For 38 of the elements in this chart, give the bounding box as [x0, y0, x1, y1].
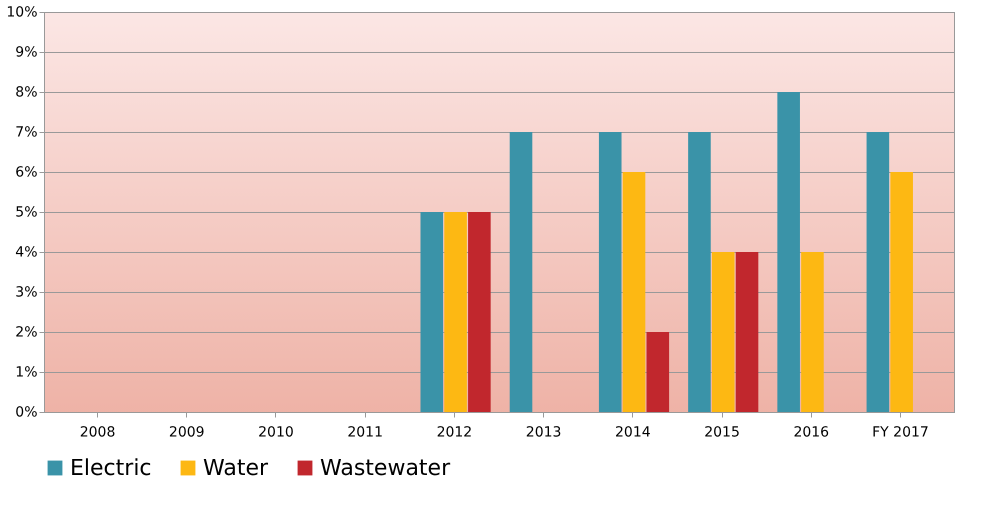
bar — [468, 212, 491, 412]
y-tick-label: 1% — [15, 364, 38, 380]
legend-label: Water — [203, 456, 269, 481]
x-tick-label: 2013 — [526, 424, 562, 440]
y-tick-label: 0% — [15, 404, 38, 420]
bar — [646, 332, 670, 412]
bar — [444, 212, 467, 412]
y-tick-label: 7% — [15, 124, 38, 140]
bar — [510, 132, 532, 412]
bar — [777, 92, 800, 412]
y-tick-label: 2% — [15, 324, 38, 340]
y-tick-label: 6% — [15, 164, 38, 180]
x-tick-label: 2008 — [80, 424, 116, 440]
bar — [801, 252, 824, 412]
x-tick-label: 2015 — [704, 424, 740, 440]
bar — [866, 132, 890, 412]
bar — [622, 172, 646, 412]
y-tick-label: 9% — [15, 44, 38, 60]
bar — [736, 252, 758, 412]
y-tick-label: 10% — [6, 4, 38, 20]
legend-label: Wastewater — [320, 456, 452, 481]
x-tick-label: 2009 — [168, 424, 205, 440]
x-tick-label: 2012 — [436, 424, 472, 440]
bar — [688, 132, 711, 412]
x-tick-label: 2011 — [347, 424, 383, 440]
y-tick-label: 5% — [15, 204, 38, 220]
y-tick-label: 8% — [15, 84, 38, 100]
y-tick-label: 4% — [15, 244, 38, 260]
x-tick-label: 2014 — [615, 424, 651, 440]
x-tick-label: 2010 — [258, 424, 294, 440]
y-tick-label: 3% — [15, 284, 38, 300]
legend-label: Electric — [70, 456, 152, 481]
x-tick-label: 2016 — [793, 424, 830, 440]
bar — [890, 172, 913, 412]
bar — [598, 132, 622, 412]
x-tick-label: FY 2017 — [872, 424, 929, 440]
bar — [420, 212, 444, 412]
bar — [712, 252, 735, 412]
